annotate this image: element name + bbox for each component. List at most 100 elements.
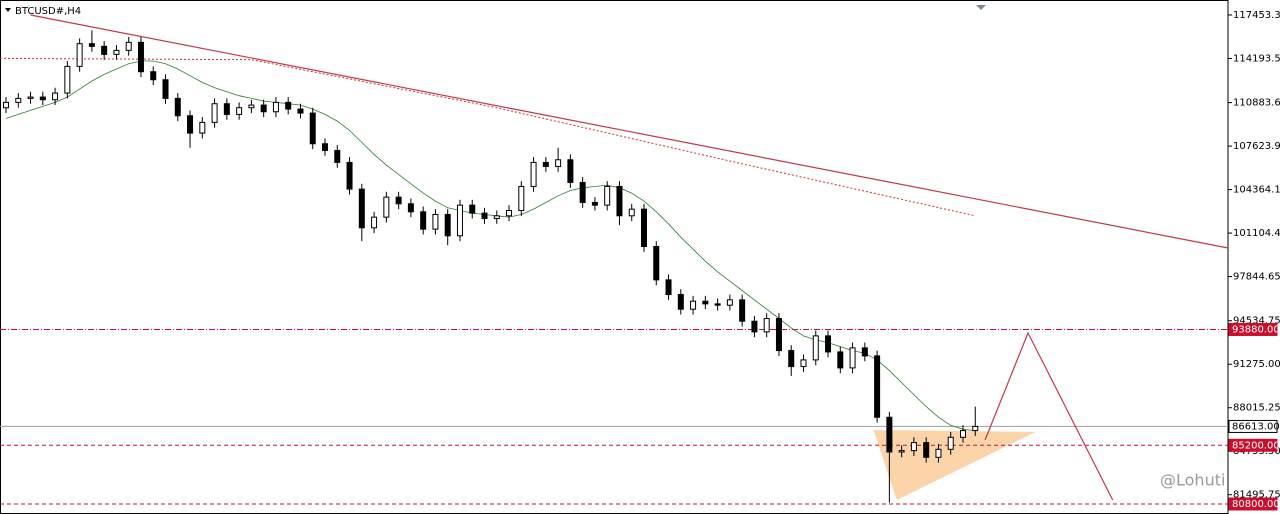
candle-body (39, 96, 46, 101)
candle-body (236, 107, 243, 115)
candle-body (322, 143, 329, 151)
candle-body (763, 318, 770, 333)
y-tick-label: 110883.65 (1233, 98, 1280, 109)
candle-body (849, 347, 856, 369)
candle-body (567, 159, 574, 183)
candle-body (456, 204, 463, 237)
candle-body (690, 300, 697, 310)
shift-marker (976, 5, 986, 10)
y-tick-label: 117453.30 (1233, 10, 1280, 21)
y-tick-label: 114193.55 (1233, 53, 1280, 64)
candle-body (604, 185, 611, 206)
y-tick-label: 88015.25 (1233, 403, 1280, 414)
candle-body (15, 97, 22, 103)
candle-body (506, 209, 513, 217)
y-tick-label: 101104.40 (1233, 228, 1280, 239)
candle-body (542, 161, 549, 167)
candle-body (432, 213, 439, 230)
candle-body (420, 211, 427, 230)
level-box (1228, 438, 1278, 452)
chart-title: BTCUSD#,H4 (15, 6, 81, 17)
candle-body (825, 335, 832, 353)
candle-body (923, 442, 930, 458)
candle-body (199, 121, 206, 134)
candle-body (162, 79, 169, 99)
level-box (1228, 497, 1278, 511)
candle-body (591, 201, 598, 206)
candle-body (383, 196, 390, 218)
candle-body (469, 204, 476, 214)
y-tick-label: 107623.90 (1233, 141, 1280, 152)
candle-body (775, 318, 782, 352)
candle-body (702, 300, 709, 305)
candle-body (493, 215, 500, 219)
menu-arrow (5, 8, 11, 12)
candle-body (309, 112, 316, 145)
candle-body (174, 97, 181, 117)
candle-body (137, 41, 144, 73)
candle-body (27, 96, 34, 99)
candle-body (101, 45, 108, 55)
candle-body (371, 216, 378, 229)
candle-body (76, 43, 83, 67)
candle-body (886, 416, 893, 453)
long-moving-average (0, 57, 976, 217)
candle-body (481, 212, 488, 219)
candle-body (788, 350, 795, 368)
candle-body (285, 101, 292, 110)
candle-body (3, 101, 10, 109)
candle-body (751, 320, 758, 333)
candle-body (346, 161, 353, 190)
candle-body (64, 65, 71, 94)
candle-body (898, 450, 905, 453)
candle-body (444, 213, 451, 237)
watermark: @Lohuti (1160, 471, 1225, 490)
level-label: 86613.00 (1232, 421, 1280, 432)
candle-body (616, 185, 623, 217)
candle-body (653, 245, 660, 281)
candle-body (555, 159, 562, 167)
projection-path (984, 331, 1114, 501)
level-label: 80800.00 (1232, 499, 1280, 510)
candle-body (677, 294, 684, 310)
candle-body (211, 103, 218, 123)
candle-body (947, 436, 954, 450)
candle-body (726, 299, 733, 306)
candle-body (297, 108, 304, 114)
candle-body (665, 279, 672, 296)
candle-body (579, 181, 586, 203)
candle-body (88, 43, 95, 47)
candle-body (272, 101, 279, 113)
candle-body (628, 208, 635, 217)
candle-body (358, 188, 365, 229)
y-tick-label: 81495.75 (1233, 490, 1280, 501)
candle-body (800, 359, 807, 368)
level-box (1228, 419, 1278, 433)
candle-body (935, 448, 942, 458)
candle-body (113, 49, 120, 55)
level-box (1228, 322, 1278, 336)
candle-body (260, 104, 267, 113)
candle-body (334, 149, 341, 163)
y-tick-label: 104364.15 (1233, 185, 1280, 196)
candle-body (530, 161, 537, 187)
candle-body (812, 335, 819, 361)
candle-body (861, 347, 868, 357)
candle-body (395, 196, 402, 205)
candle-body (223, 103, 230, 115)
y-tick-label: 94534.75 (1233, 316, 1280, 327)
y-tick-label: 91275.00 (1233, 359, 1280, 370)
candle-body (125, 41, 132, 51)
candle-body (187, 115, 194, 134)
candle-body (874, 355, 881, 418)
candle-body (959, 430, 966, 438)
candle-body (248, 104, 255, 109)
candle-body (910, 442, 917, 452)
trendline (30, 14, 1229, 249)
candle-body (150, 71, 157, 81)
candle-body (407, 203, 414, 213)
y-tick-label: 97844.65 (1233, 272, 1280, 283)
